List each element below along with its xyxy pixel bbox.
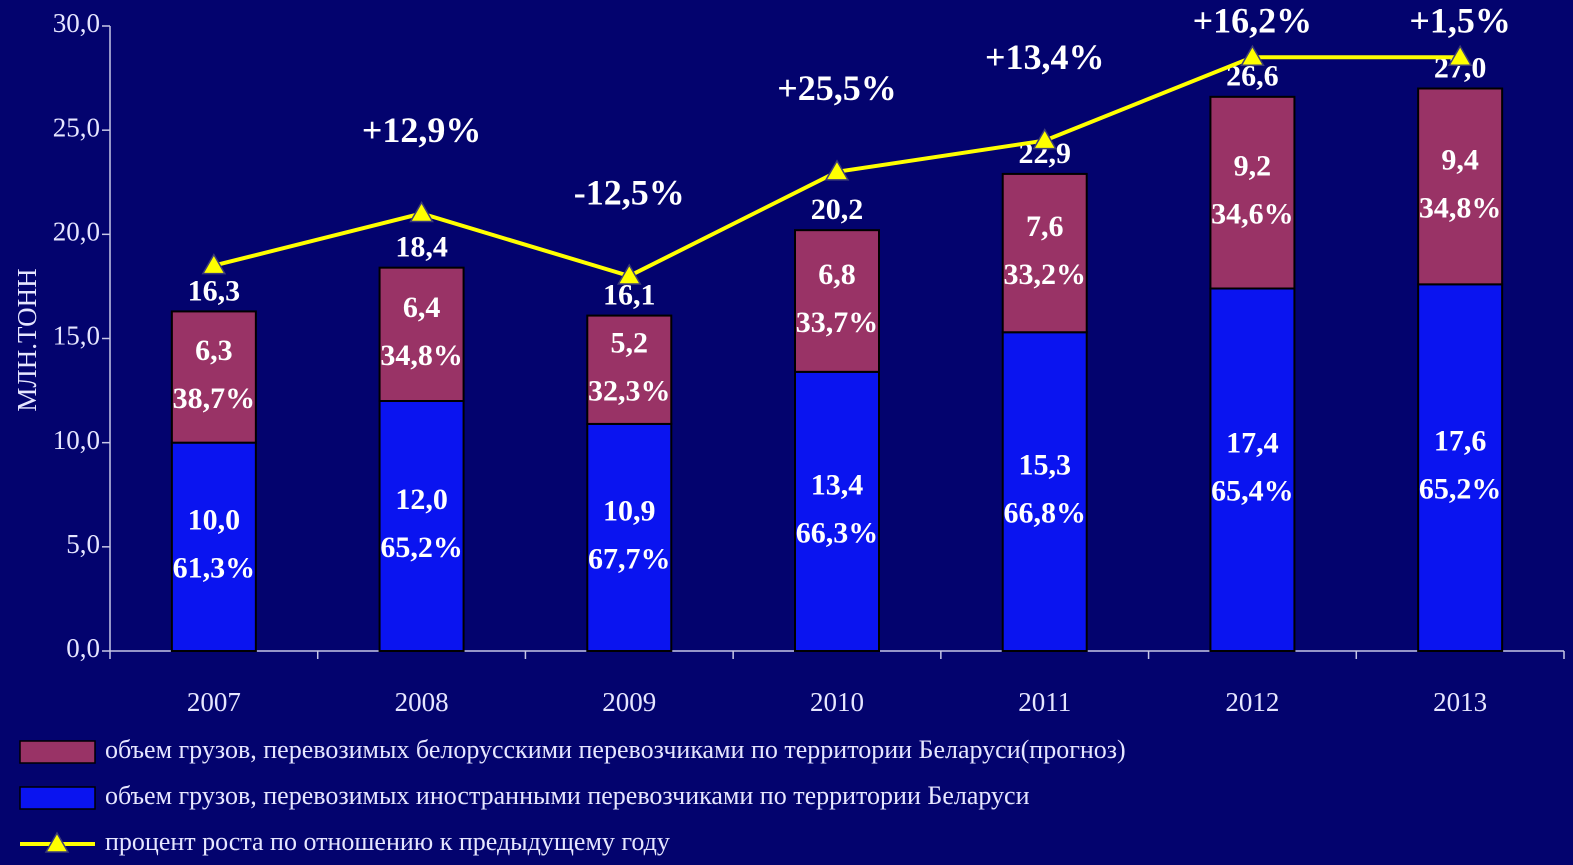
y-tick-label: 0,0	[66, 633, 100, 663]
growth-annotation: +12,9%	[362, 110, 482, 150]
growth-annotation: +16,2%	[1193, 0, 1313, 40]
bar-segment	[1209, 95, 1296, 290]
growth-annotation: -12,5%	[574, 172, 685, 212]
growth-annotation: +1,5%	[1409, 0, 1511, 40]
value-label: 6,4	[403, 291, 441, 324]
x-tick-label: 2008	[395, 687, 449, 717]
total-label: 18,4	[395, 231, 448, 264]
value-label: 10,9	[603, 494, 656, 527]
line-marker	[824, 159, 850, 181]
legend-label: процент роста по отношению к предыдущему…	[105, 827, 670, 856]
x-tick-label: 2013	[1433, 687, 1487, 717]
bar-segment	[586, 422, 673, 652]
y-tick-label: 15,0	[53, 321, 100, 351]
value-label: 17,4	[1226, 427, 1279, 460]
share-label: 33,7%	[796, 306, 879, 339]
value-label: 13,4	[811, 468, 864, 501]
share-label: 65,4%	[1211, 475, 1294, 508]
value-label: 17,6	[1434, 425, 1487, 458]
bar-segment	[170, 441, 257, 652]
line-marker	[201, 253, 227, 275]
bar-segment	[378, 400, 465, 652]
bar-segment	[1209, 287, 1296, 652]
value-label: 15,3	[1018, 449, 1071, 482]
legend-label: объем грузов, перевозимых иностранными п…	[105, 781, 1030, 810]
x-tick-label: 2011	[1018, 687, 1071, 717]
legend-label: объем грузов, перевозимых белорусскими п…	[105, 735, 1126, 764]
share-label: 61,3%	[173, 552, 256, 585]
x-tick-label: 2007	[187, 687, 241, 717]
bar-segment	[1001, 172, 1088, 334]
legend-swatch	[19, 740, 96, 764]
growth-annotation: +25,5%	[777, 68, 897, 108]
share-label: 34,8%	[380, 339, 463, 372]
share-label: 33,2%	[1003, 258, 1086, 291]
y-tick-label: 20,0	[53, 217, 100, 247]
value-label: 6,8	[818, 258, 856, 291]
legend-marker	[44, 831, 70, 853]
value-label: 7,6	[1026, 210, 1064, 243]
share-label: 34,8%	[1419, 191, 1502, 224]
line-marker	[616, 263, 642, 285]
value-label: 12,0	[395, 483, 448, 516]
line-marker	[1240, 44, 1265, 66]
bar-segment	[378, 266, 465, 402]
x-tick-label: 2010	[810, 687, 864, 717]
share-label: 65,2%	[1419, 473, 1502, 506]
total-label: 20,2	[811, 193, 864, 226]
line-marker	[409, 201, 434, 223]
bar-segment	[794, 370, 880, 652]
y-axis-label: МЛН.ТОНН	[12, 268, 42, 411]
share-label: 67,7%	[588, 542, 671, 575]
value-label: 10,0	[188, 504, 241, 537]
growth-annotation: +13,4%	[985, 37, 1105, 77]
share-label: 32,3%	[588, 375, 671, 408]
y-tick-label: 10,0	[53, 425, 100, 455]
y-tick-label: 25,0	[53, 112, 100, 142]
bar-segment	[1417, 283, 1504, 652]
bar-segment	[170, 310, 257, 444]
line-marker	[1447, 44, 1473, 66]
bar-segment	[794, 229, 880, 373]
bar-segment	[1417, 87, 1504, 286]
value-label: 9,2	[1234, 150, 1272, 183]
share-label: 38,7%	[173, 382, 256, 415]
value-label: 6,3	[195, 334, 233, 367]
total-label: 16,3	[188, 274, 241, 307]
share-label: 34,6%	[1211, 198, 1294, 231]
line-marker	[1032, 128, 1058, 150]
share-label: 66,8%	[1003, 497, 1086, 530]
x-tick-label: 2009	[602, 687, 656, 717]
bar-segment	[1001, 331, 1088, 652]
y-tick-label: 5,0	[66, 529, 100, 559]
share-label: 65,2%	[380, 531, 463, 564]
x-tick-label: 2012	[1225, 687, 1279, 717]
value-label: 9,4	[1441, 143, 1479, 176]
share-label: 66,3%	[796, 516, 879, 549]
legend-swatch	[19, 786, 96, 810]
value-label: 5,2	[611, 327, 649, 360]
bar-segment	[586, 314, 673, 425]
y-tick-label: 30,0	[53, 8, 100, 38]
